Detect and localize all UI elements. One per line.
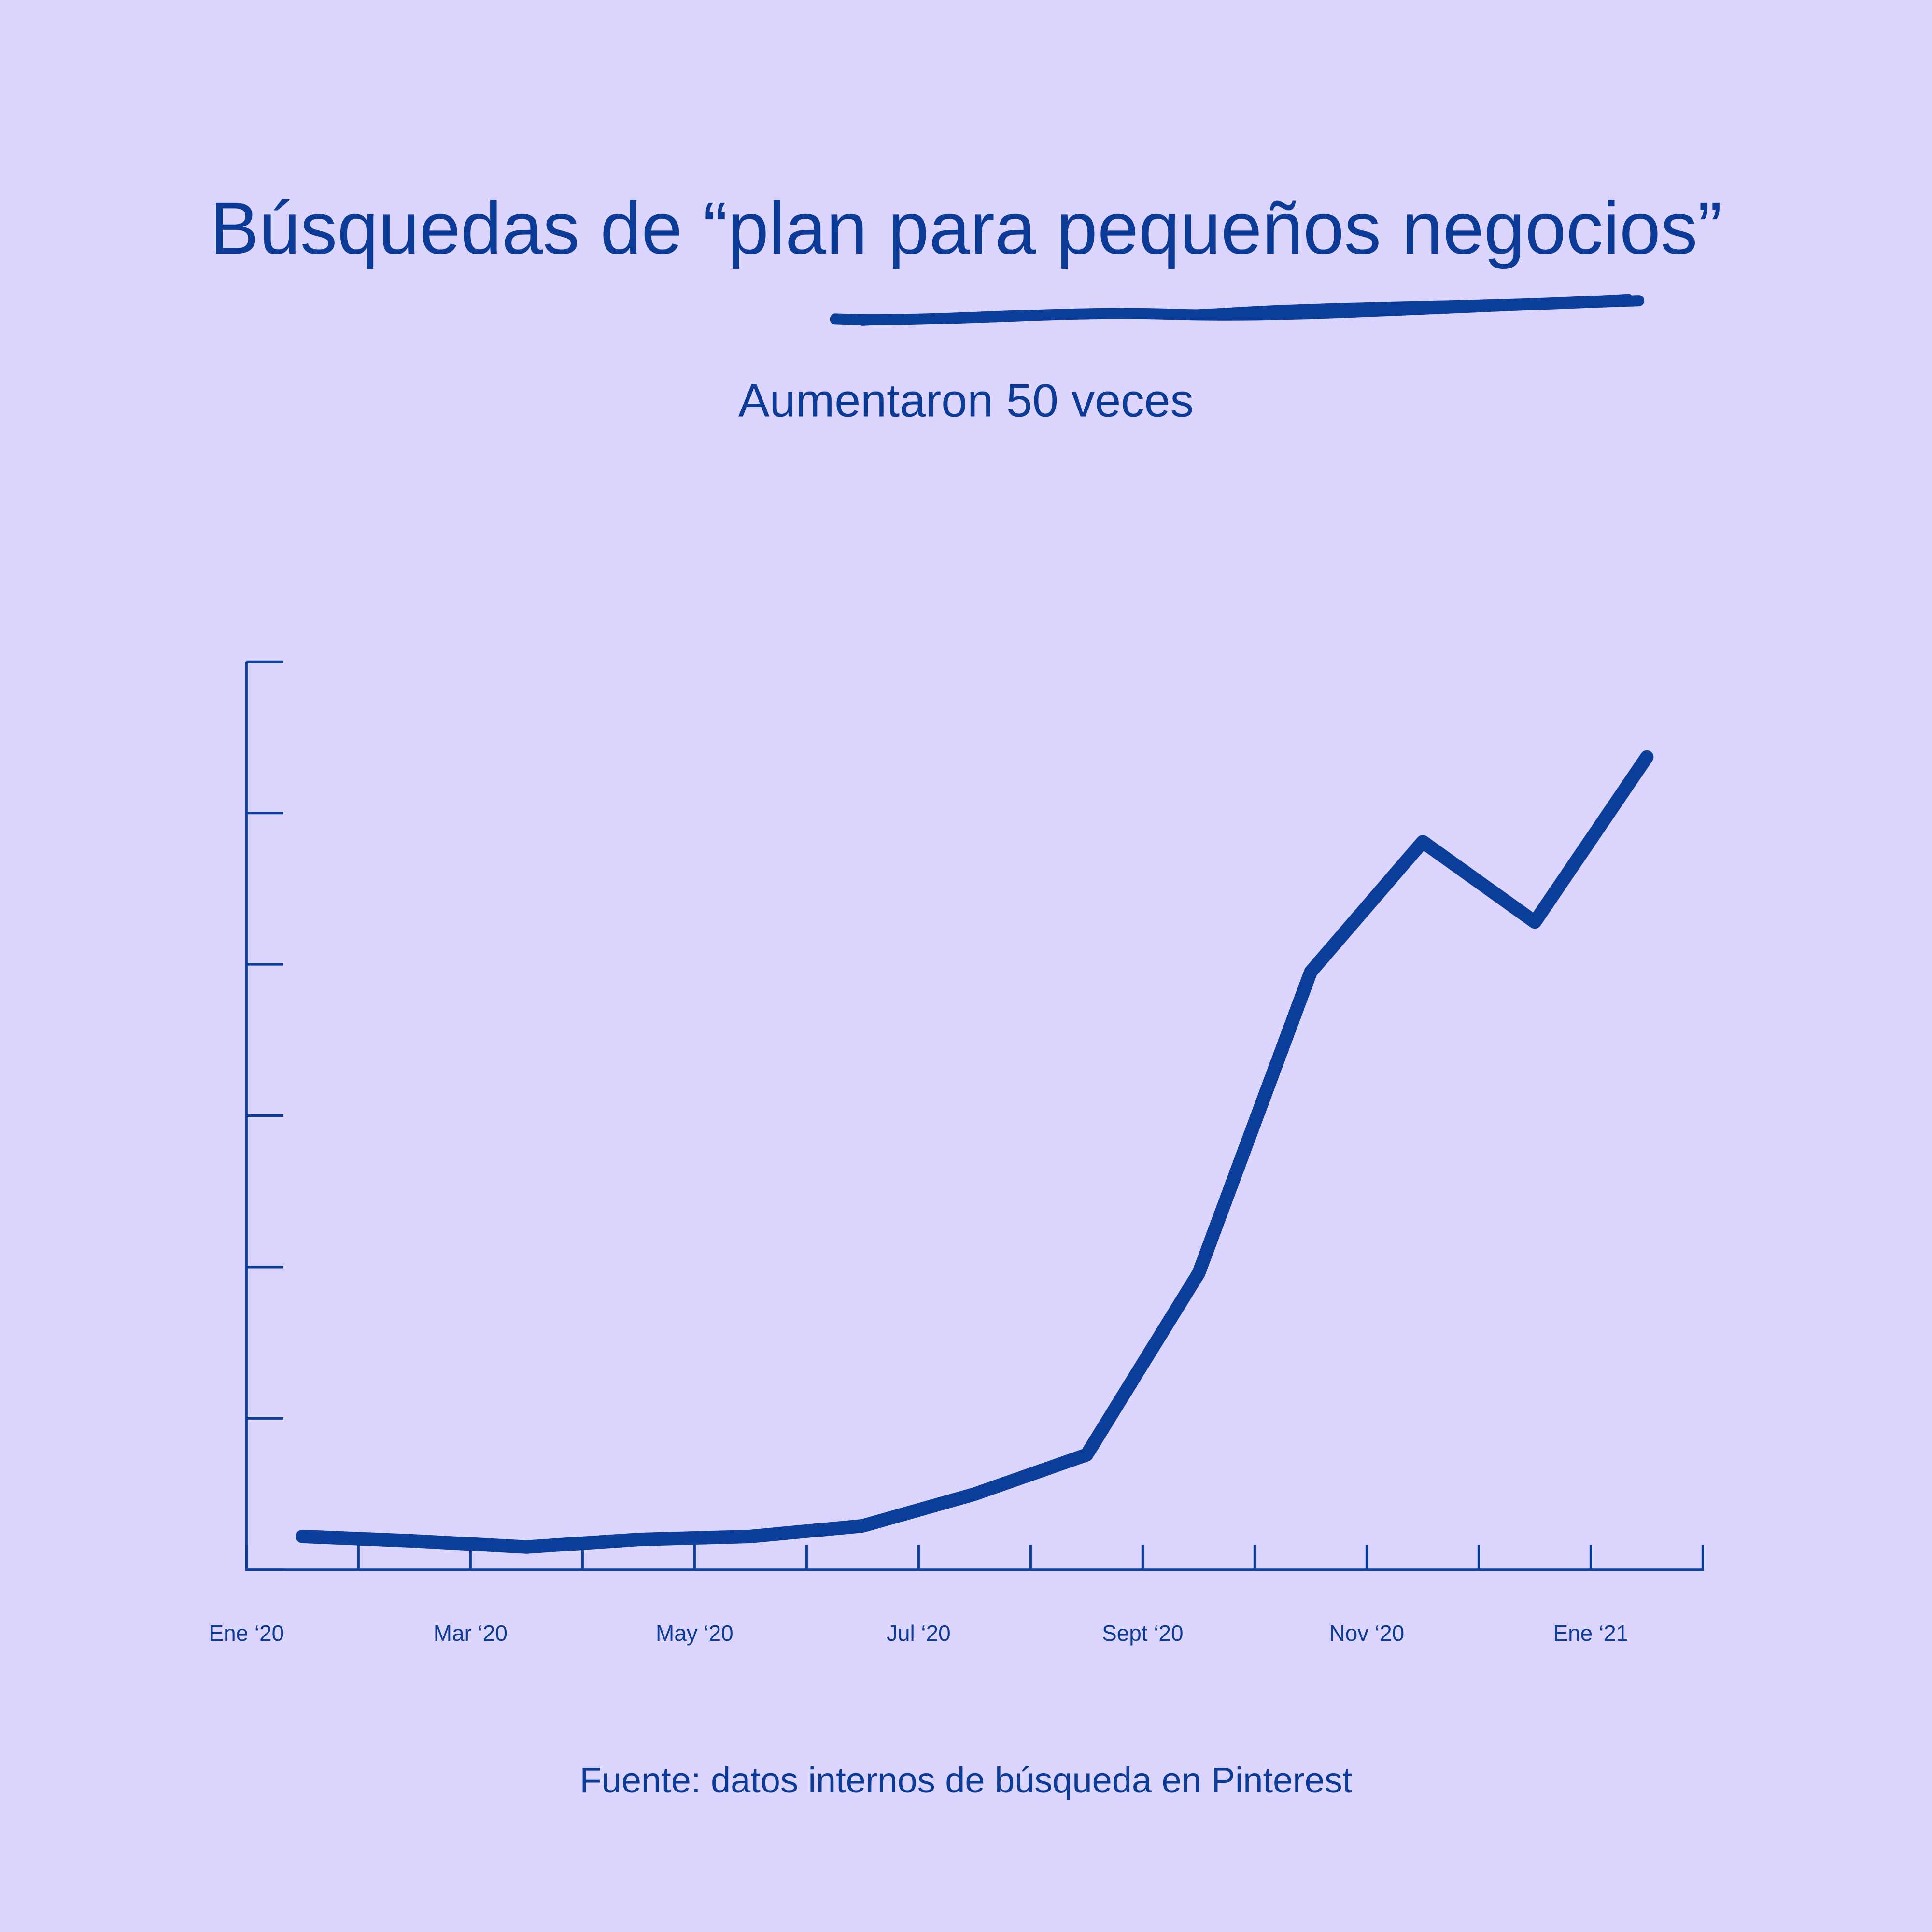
x-tick-label: Ene ‘21: [1553, 1621, 1629, 1646]
data-line: [296, 750, 1654, 1554]
chart-subtitle: Aumentaron 50 veces: [738, 374, 1194, 427]
x-tick-label: Jul ‘20: [887, 1621, 951, 1646]
x-tick-label: Mar ‘20: [434, 1621, 508, 1646]
x-tick-label: Nov ‘20: [1329, 1621, 1405, 1646]
x-tick-label: Sept ‘20: [1102, 1621, 1183, 1646]
x-tick-label: Ene ‘20: [209, 1621, 284, 1646]
underline-scribble: [859, 294, 1632, 326]
source-note: Fuente: datos internos de búsqueda en Pi…: [580, 1760, 1353, 1800]
x-tick-label: May ‘20: [656, 1621, 733, 1646]
chart-title: Búsquedas de “plan para pequeños negocio…: [210, 187, 1722, 269]
